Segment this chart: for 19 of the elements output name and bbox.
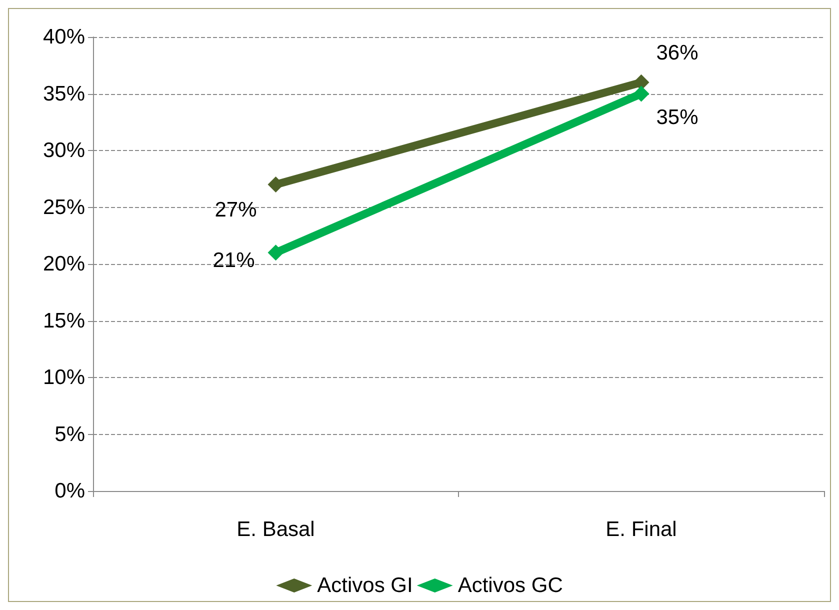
x-tick-label: E. Basal xyxy=(236,518,315,541)
legend-label: Activos GC xyxy=(458,574,563,597)
data-label: 35% xyxy=(656,106,698,129)
y-tick-label: 5% xyxy=(54,422,85,446)
y-tick-label: 15% xyxy=(42,309,85,332)
data-label: 21% xyxy=(212,249,255,272)
legend-label: Activos GI xyxy=(317,574,413,597)
data-label: 36% xyxy=(656,41,698,64)
y-tick-label: 25% xyxy=(42,196,85,219)
point xyxy=(633,86,650,102)
y-tick-label: 30% xyxy=(42,139,85,162)
y-tick-label: 20% xyxy=(42,252,85,276)
y-tick-label: 10% xyxy=(42,366,85,389)
y-tick-label: 35% xyxy=(42,82,85,106)
data-label: 27% xyxy=(214,198,257,222)
y-tick-label: 40% xyxy=(42,26,85,48)
point xyxy=(268,244,284,261)
x-tick-label: E. Final xyxy=(606,518,677,541)
y-tick-label: 0% xyxy=(54,480,85,502)
